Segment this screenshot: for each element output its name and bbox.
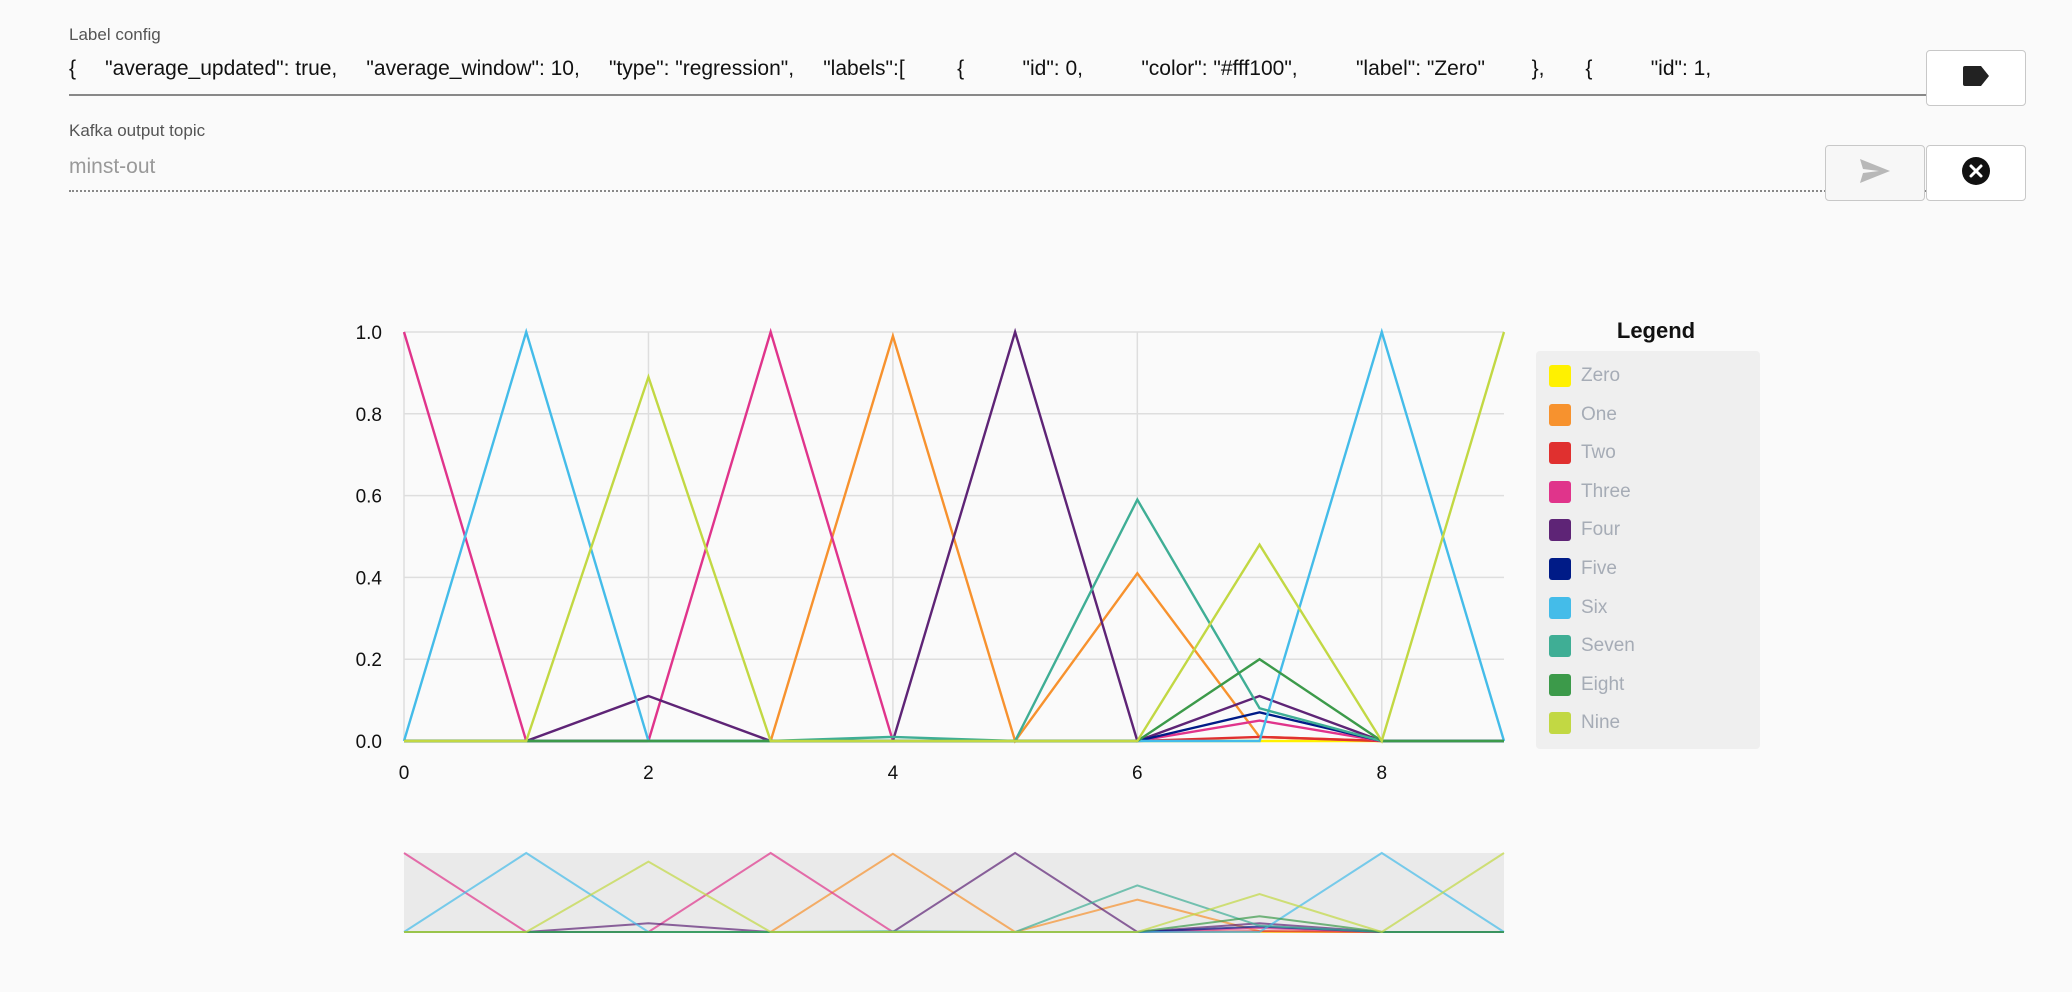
- legend-swatch: [1549, 403, 1571, 426]
- overview-line-four: [404, 851, 1504, 934]
- legend-swatch: [1549, 442, 1571, 465]
- legend: [1536, 351, 1760, 749]
- legend-label: One: [1581, 403, 1617, 425]
- label-config-row: { "average_updated": true, "average_wind…: [69, 46, 2026, 106]
- y-tick-label: 0.0: [356, 732, 382, 753]
- label-config-label: Label config: [69, 25, 161, 44]
- y-tick-label: 0.6: [356, 487, 382, 508]
- kafka-output-topic-row: minst-out: [69, 142, 2026, 201]
- x-tick-label: 4: [888, 763, 899, 784]
- legend-item-six[interactable]: Six: [1549, 596, 1607, 620]
- legend-item-five[interactable]: Five: [1549, 557, 1617, 581]
- x-tick-label: 0: [399, 763, 410, 784]
- legend-item-zero[interactable]: Zero: [1549, 364, 1620, 388]
- legend-swatch: [1549, 558, 1571, 580]
- overview-line-nine: [404, 852, 1505, 934]
- legend-item-three[interactable]: Three: [1549, 480, 1631, 504]
- y-tick-label: 0.4: [356, 568, 383, 589]
- series-line-four: [404, 327, 1504, 743]
- send-icon: [1859, 158, 1891, 189]
- kafka-output-topic-label: Kafka output topic: [69, 121, 206, 140]
- legend-item-one[interactable]: One: [1549, 403, 1617, 427]
- x-tick-label: 6: [1132, 763, 1143, 784]
- close-circle-icon: [1961, 156, 1991, 191]
- legend-swatch: [1549, 480, 1571, 503]
- send-button[interactable]: [1825, 145, 1925, 201]
- legend-label: Zero: [1581, 365, 1621, 386]
- clear-button[interactable]: [1926, 145, 2026, 201]
- kafka-output-topic-input[interactable]: minst-out: [69, 155, 156, 178]
- legend-swatch: [1549, 365, 1571, 387]
- legend-swatch: [1549, 712, 1571, 735]
- legend-item-four[interactable]: Four: [1549, 518, 1620, 542]
- label-config-button[interactable]: [1926, 50, 2026, 106]
- legend-label: Seven: [1581, 635, 1635, 657]
- label-tag-icon: [1961, 65, 1991, 92]
- y-tick-label: 0.2: [356, 650, 382, 671]
- legend-item-two[interactable]: Two: [1549, 441, 1616, 465]
- y-tick-label: 1.0: [356, 323, 382, 344]
- legend-item-eight[interactable]: Eight: [1549, 673, 1624, 697]
- legend-label: Nine: [1581, 712, 1621, 734]
- x-tick-label: 2: [643, 763, 654, 784]
- y-tick-label: 0.8: [356, 405, 382, 426]
- legend-swatch: [1549, 673, 1571, 696]
- legend-title: Legend: [1616, 318, 1696, 343]
- legend-label: Six: [1581, 596, 1608, 618]
- legend-swatch: [1549, 519, 1571, 542]
- legend-item-nine[interactable]: Nine: [1549, 711, 1620, 735]
- series-line-nine: [404, 331, 1506, 744]
- legend-label: Two: [1581, 442, 1616, 464]
- legend-label: Four: [1581, 519, 1621, 541]
- legend-label: Eight: [1581, 673, 1625, 695]
- legend-swatch: [1549, 596, 1571, 619]
- legend-item-seven[interactable]: Seven: [1549, 634, 1635, 658]
- label-config-field: Label config { "average_updated": true, …: [69, 24, 2026, 106]
- legend-swatch: [1549, 635, 1571, 658]
- series-line-five: [404, 711, 1504, 743]
- x-tick-label: 8: [1376, 763, 1387, 784]
- kafka-output-topic-field: Kafka output topic minst-out: [69, 120, 2026, 201]
- legend-label: Five: [1581, 558, 1617, 579]
- label-config-input[interactable]: { "average_updated": true, "average_wind…: [69, 57, 1712, 80]
- legend-label: Three: [1581, 480, 1631, 502]
